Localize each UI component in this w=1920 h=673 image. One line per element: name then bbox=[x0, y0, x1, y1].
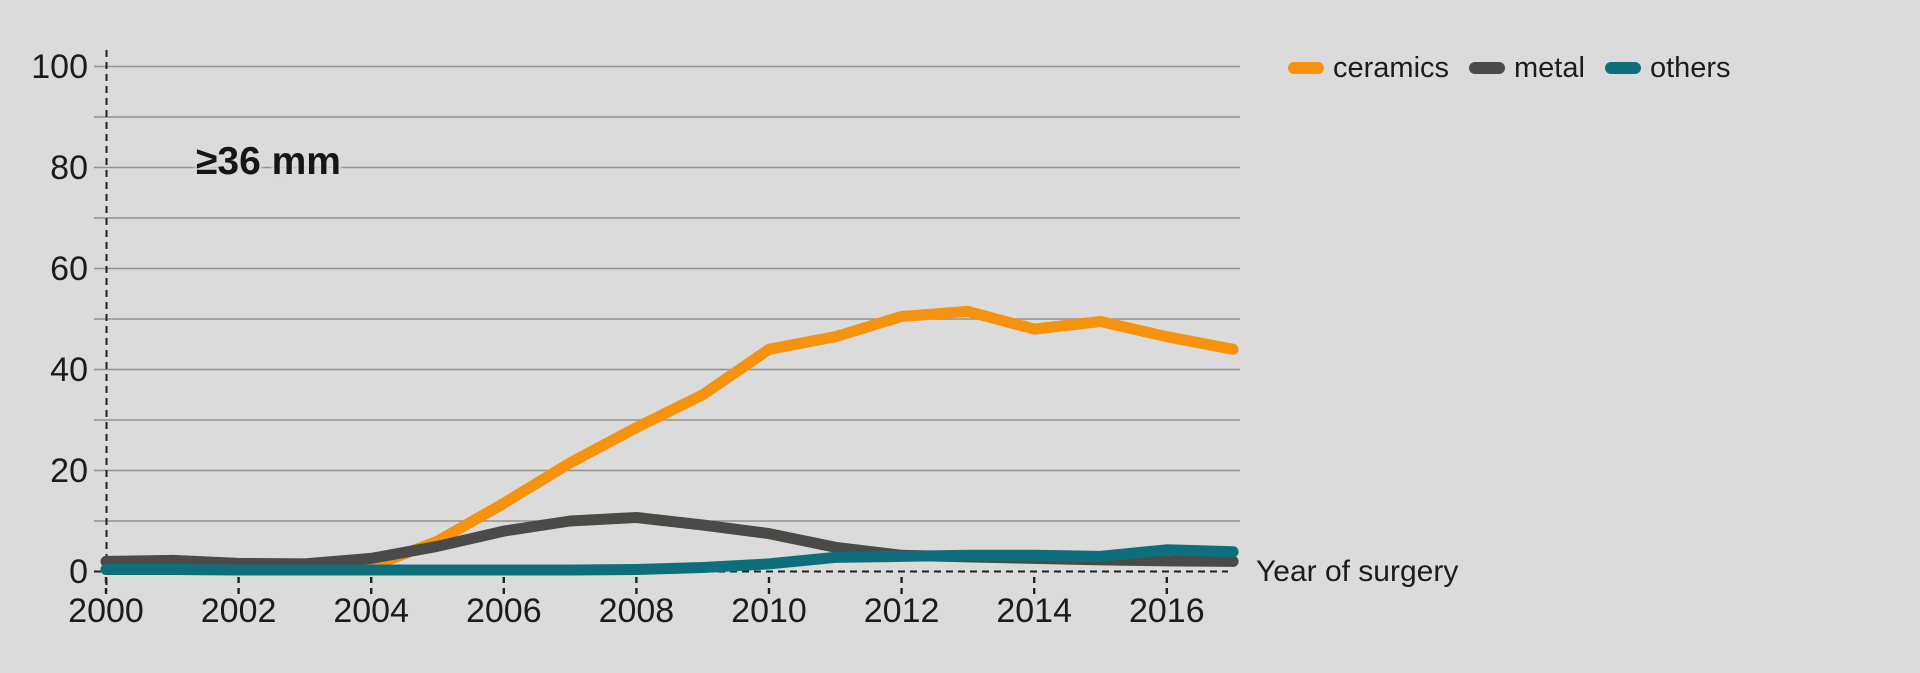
legend: ceramics metal others bbox=[1288, 49, 1731, 87]
legend-label: ceramics bbox=[1333, 51, 1450, 84]
legend-item-others: others bbox=[1604, 51, 1731, 85]
legend-item-metal: metal bbox=[1469, 52, 1585, 85]
y-tick-label-60: 60 bbox=[50, 249, 88, 288]
legend-item-ceramics: ceramics bbox=[1288, 52, 1449, 85]
y-gridlines bbox=[94, 65, 1240, 522]
x-tick-label-2012: 2012 bbox=[863, 592, 940, 630]
x-axis-title: Year of surgery bbox=[1256, 555, 1459, 588]
x-tick-label-2010: 2010 bbox=[731, 592, 807, 630]
x-tick-label-2006: 2006 bbox=[465, 592, 542, 630]
series-line-ceramics bbox=[100, 305, 1239, 575]
legend-label: metal bbox=[1514, 51, 1585, 84]
y-tick-label-100: 100 bbox=[31, 47, 88, 86]
others-swatch-icon bbox=[1604, 62, 1641, 74]
x-tick-label-2004: 2004 bbox=[333, 592, 409, 630]
metal-swatch-icon bbox=[1469, 62, 1506, 74]
y-tick-label-0: 0 bbox=[69, 552, 88, 591]
x-tick-label-2008: 2008 bbox=[598, 592, 675, 630]
y-tick-label-20: 20 bbox=[50, 451, 88, 490]
y-tick-label-80: 80 bbox=[50, 148, 88, 187]
series-line-others bbox=[100, 544, 1239, 576]
x-tick-label-2002: 2002 bbox=[200, 592, 277, 630]
x-tick-label-2000: 2000 bbox=[68, 592, 144, 630]
x-tick-label-2014: 2014 bbox=[996, 592, 1072, 630]
y-tick-label-40: 40 bbox=[50, 350, 88, 389]
x-tick-label-2016: 2016 bbox=[1128, 592, 1205, 630]
head-size-annotation: ≥36 mm bbox=[196, 140, 341, 183]
ceramics-swatch-icon bbox=[1288, 62, 1324, 74]
legend-label: others bbox=[1649, 51, 1731, 84]
series-lines bbox=[100, 305, 1239, 576]
